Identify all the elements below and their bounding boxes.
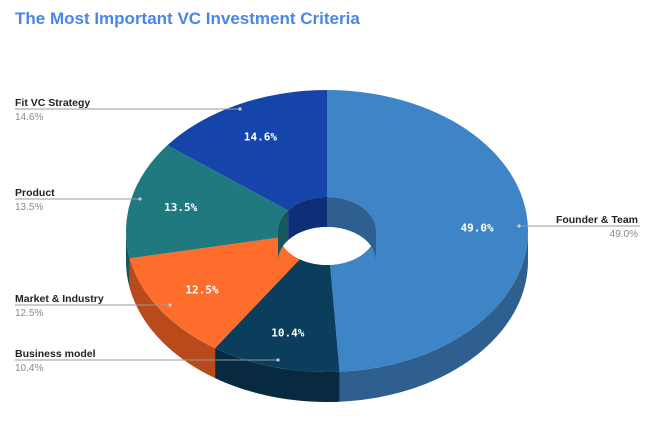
hole-wall-fit-vc-strategy-0 [288,197,327,241]
leader-dot-market-industry [168,303,172,307]
side-founder-team [339,231,528,402]
hole-floor [278,227,376,265]
slice-founder-team [327,90,529,372]
inner-label-market-industry: 12.5% [185,283,218,296]
leader-dot-fit-vc-strategy [238,107,242,111]
side-market-industry [129,258,216,379]
pie-labels: 49.0% Founder & Team 49.0% 10.4% Business mo… [15,97,640,374]
slice-product [126,145,289,259]
inner-label-business-model: 10.4% [271,327,304,340]
pie-top-faces [126,90,529,372]
outer-value-product: 13.5% [15,202,43,213]
inner-label-product: 13.5% [164,201,197,214]
chart-title: The Most Important VC Investment Criteri… [15,9,360,28]
slice-market-industry [129,237,300,349]
inner-label-fit-vc-strategy: 14.6% [244,131,277,144]
slice-fit-vc-strategy [167,90,327,211]
outer-label-product: Product [15,187,55,199]
leader-dot-business-model [276,358,280,362]
outer-value-fit-vc-strategy: 14.6% [15,112,43,123]
outer-value-market-industry: 12.5% [15,308,43,319]
outer-value-business-model: 10.4% [15,363,43,374]
hole-wall-founder-team-1 [327,197,376,261]
leader-dot-product [138,197,142,201]
outer-label-founder-team: Founder & Team [556,214,638,226]
side-product [126,231,130,289]
pie-hole [278,197,376,265]
outer-label-fit-vc-strategy: Fit VC Strategy [15,97,90,109]
outer-value-founder-team: 49.0% [610,229,638,240]
hole-wall-product-0 [278,210,289,261]
outer-label-market-industry: Market & Industry [15,293,104,305]
leader-dot-founder-team [517,224,521,228]
slice-business-model [215,259,340,372]
inner-label-founder-team: 49.0% [461,222,494,235]
pie-side-walls [126,231,528,402]
side-business-model [215,348,340,402]
outer-label-business-model: Business model [15,348,96,360]
